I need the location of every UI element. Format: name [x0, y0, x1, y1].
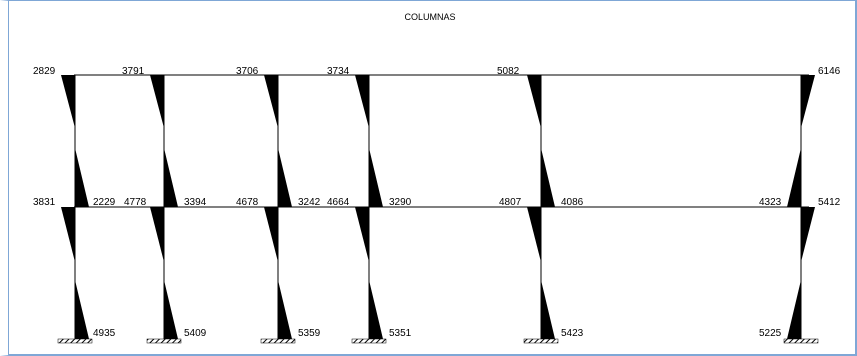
moment-upper-bottom-2	[164, 148, 178, 207]
moment-label-6-lower-top: 4323	[759, 197, 782, 208]
moment-lower-top-5	[527, 207, 541, 262]
moment-label-5-lower-bottom: 5423	[561, 328, 584, 339]
moment-lower-bottom-1	[75, 280, 89, 339]
moment-label-2-upper-bottom: 4778	[124, 197, 147, 208]
column-4: 3734 4664 3290 5351	[327, 66, 412, 344]
moment-label-2-upper-top: 3791	[122, 66, 145, 77]
moment-lower-bottom-6	[787, 280, 801, 339]
moment-upper-bottom-6	[787, 148, 801, 207]
moment-label-6-upper-top: 6146	[818, 66, 841, 77]
column-3: 3706 4678 3242 5359	[236, 66, 321, 344]
moment-lower-top-1	[61, 207, 75, 262]
column-1: 2829 3831 2229 4935	[33, 66, 116, 344]
moment-lower-top-3	[264, 207, 278, 262]
moment-label-1-lower-top: 2229	[93, 197, 116, 208]
moment-upper-top-3	[264, 75, 278, 128]
moment-label-1-upper-top: 2829	[33, 66, 56, 77]
support-6	[783, 338, 819, 344]
moment-lower-top-2	[150, 207, 164, 262]
column-5: 5082 4807 4086 5423	[497, 66, 584, 344]
diagram-title: COLUMNAS	[404, 12, 455, 22]
moment-lower-top-6	[801, 207, 815, 262]
moment-lower-bottom-4	[369, 280, 383, 339]
moment-label-3-lower-top: 3242	[298, 197, 321, 208]
moment-lower-bottom-3	[278, 280, 292, 339]
support-5	[523, 338, 559, 344]
support-2	[146, 338, 182, 344]
moment-label-5-upper-top: 5082	[497, 66, 520, 77]
moment-upper-top-2	[150, 75, 164, 128]
moment-label-3-upper-top: 3706	[236, 66, 259, 77]
moment-label-4-lower-bottom: 5351	[389, 328, 412, 339]
moment-lower-top-4	[355, 207, 369, 262]
moment-label-5-upper-bottom: 4807	[499, 197, 522, 208]
moment-upper-top-6	[801, 75, 815, 128]
support-1	[57, 338, 93, 344]
moment-label-3-upper-bottom: 4678	[236, 197, 259, 208]
column-6: 6146 5412 4323 5225	[759, 66, 841, 344]
moment-label-4-lower-top: 3290	[389, 197, 412, 208]
moment-label-4-upper-bottom: 4664	[327, 197, 350, 208]
moment-label-2-lower-bottom: 5409	[184, 328, 207, 339]
moment-lower-bottom-5	[541, 280, 555, 339]
moment-label-6-lower-bottom: 5225	[759, 328, 782, 339]
support-3	[260, 338, 296, 344]
moment-label-5-lower-top: 4086	[561, 197, 584, 208]
moment-upper-bottom-3	[278, 148, 292, 207]
moment-label-2-lower-top: 3394	[184, 197, 207, 208]
moment-label-6-upper-bottom: 5412	[818, 197, 841, 208]
support-4	[351, 338, 387, 344]
moment-label-4-upper-top: 3734	[327, 66, 350, 77]
moment-label-3-lower-bottom: 5359	[298, 328, 321, 339]
moment-upper-bottom-5	[541, 148, 555, 207]
moment-upper-bottom-1	[75, 148, 89, 207]
moment-label-1-lower-bottom: 4935	[93, 328, 116, 339]
moment-upper-top-4	[355, 75, 369, 128]
moment-upper-top-5	[527, 75, 541, 128]
moment-upper-top-1	[61, 75, 75, 128]
column-2: 3791 4778 3394 5409	[122, 66, 207, 344]
moment-lower-bottom-2	[164, 280, 178, 339]
moment-upper-bottom-4	[369, 148, 383, 207]
moment-label-1-upper-bottom: 3831	[33, 197, 56, 208]
